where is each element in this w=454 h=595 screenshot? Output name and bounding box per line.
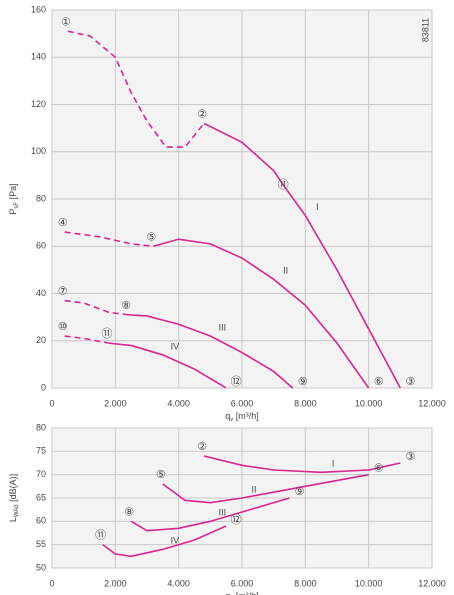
x-tick-label: 12.000: [418, 578, 446, 588]
y-tick-label: 20: [36, 335, 46, 345]
x-tick-label: 8.000: [294, 578, 317, 588]
curve: [64, 299, 129, 316]
y-tick-label: 40: [36, 288, 46, 298]
y-tick-label: 65: [36, 492, 46, 502]
x-axis-label: qv [m³/h]: [225, 411, 259, 422]
point-label: ⑧: [124, 505, 134, 518]
point-label: ⑧: [121, 299, 131, 312]
x-tick-label: 2.000: [104, 398, 127, 408]
y-tick-label: 60: [36, 516, 46, 526]
curve: [102, 525, 227, 558]
curve: [64, 231, 154, 248]
y-tick-label: 100: [31, 146, 46, 156]
point-label: ②: [197, 107, 207, 120]
point-label: ⑥: [374, 462, 384, 475]
curve: [162, 473, 369, 504]
x-tick-label: 0: [49, 578, 54, 588]
curve: [203, 455, 401, 474]
y-tick-label: 80: [36, 193, 46, 203]
x-tick-label: 6.000: [231, 398, 254, 408]
y-label-sub: sF: [14, 202, 20, 209]
point-label: ③: [405, 450, 415, 463]
y-axis-label: LWAd [dB(A)]: [8, 474, 19, 522]
x-label-main: q: [225, 591, 230, 595]
point-label: ⑫: [231, 513, 242, 526]
y-tick-label: 75: [36, 446, 46, 456]
point-label: ⑪: [102, 327, 113, 340]
x-tick-label: 2.000: [104, 578, 127, 588]
curve: [127, 313, 294, 389]
x-label-unit: [m³/h]: [233, 591, 259, 595]
x-tick-label: 10.000: [355, 578, 383, 588]
y-tick-label: 70: [36, 469, 46, 479]
y-label-main: P: [8, 209, 18, 215]
point-label: ⑦: [58, 285, 68, 298]
point-label: ⑤: [156, 468, 166, 481]
point-label: ②: [197, 440, 207, 453]
curve: [153, 238, 370, 389]
point-label: ③: [405, 375, 415, 388]
point-label: ①: [61, 15, 71, 28]
x-tick-label: 10.000: [355, 398, 383, 408]
point-label: ⑨: [295, 485, 305, 498]
x-label-sub: v: [230, 417, 233, 423]
x-tick-label: 8.000: [294, 398, 317, 408]
y-axis-label: PsF [Pa]: [8, 183, 19, 214]
x-axis-label: qv [m³/h]: [225, 591, 259, 595]
y-tick-label: 120: [31, 99, 46, 109]
y-tick-label: 140: [31, 52, 46, 62]
point-label: ⑤: [146, 230, 156, 243]
curve-label: I: [316, 202, 319, 212]
point-label: ⑪: [95, 529, 106, 542]
curve-label: IV: [171, 341, 180, 351]
y-tick-label: 55: [36, 539, 46, 549]
curve: [130, 497, 290, 532]
y-label-sub: WAd: [14, 504, 20, 517]
side-note: 83811: [420, 18, 430, 42]
y-label-main: L: [8, 517, 18, 522]
curve-label: III: [219, 508, 227, 518]
x-tick-label: 12.000: [418, 398, 446, 408]
curve: [108, 342, 227, 389]
y-tick-label: 60: [36, 241, 46, 251]
x-tick-label: 4.000: [167, 398, 190, 408]
x-tick-label: 6.000: [231, 578, 254, 588]
x-label-unit: [m³/h]: [233, 411, 259, 421]
x-tick-label: 0: [49, 398, 54, 408]
curve-label: II: [251, 484, 256, 494]
point-label: ⑥: [374, 375, 384, 388]
point-label: ④: [58, 216, 68, 229]
point-label: ⑩: [58, 320, 68, 333]
x-label-main: q: [225, 411, 230, 421]
y-tick-label: 50: [36, 562, 46, 572]
point-label: ⑨: [298, 375, 308, 388]
point-label: ⑫: [231, 375, 242, 388]
x-tick-label: 4.000: [167, 578, 190, 588]
y-tick-label: 80: [36, 422, 46, 432]
curve: [203, 122, 402, 389]
curve-label: III: [219, 322, 227, 332]
curve-label: IV: [171, 536, 180, 546]
y-label-unit: [dB(A)]: [8, 474, 18, 505]
curve: [67, 30, 205, 148]
curve-label: I: [332, 459, 335, 469]
y-tick-label: 160: [31, 4, 46, 14]
curve-label: II: [283, 266, 288, 276]
y-tick-label: 0: [41, 382, 46, 392]
annotation: ⑪: [278, 178, 289, 191]
y-label-unit: [Pa]: [8, 183, 18, 202]
